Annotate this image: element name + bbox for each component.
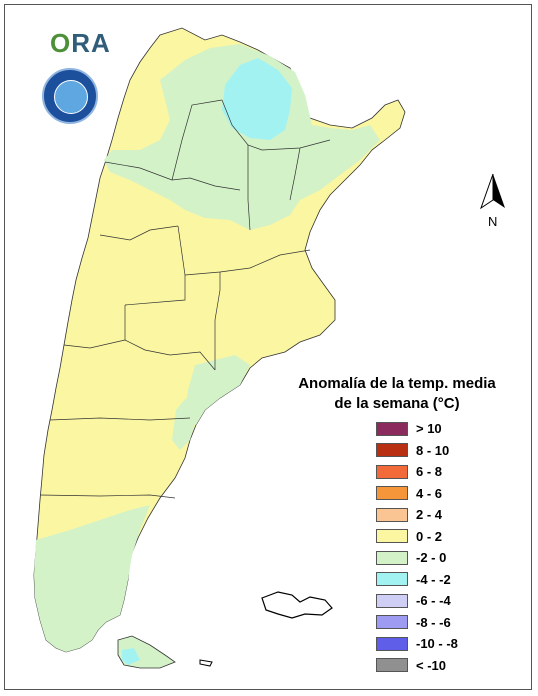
legend-label: 4 - 6 (416, 485, 443, 501)
ora-logo: ORA (50, 28, 111, 58)
legend-item: -8 - -6 (376, 612, 458, 634)
north-arrow-icon (480, 173, 505, 210)
legend-label: 8 - 10 (416, 442, 450, 458)
legend-item: -4 - -2 (376, 569, 458, 591)
legend-item: > 10 (376, 418, 458, 440)
legend-swatch (376, 550, 408, 565)
legend-swatch (376, 658, 408, 673)
legend-title: Anomalía de la temp. media de la semana … (292, 374, 502, 414)
legend-label: 2 - 4 (416, 507, 443, 523)
legend-label: < -10 (416, 657, 446, 673)
legend-swatch (376, 464, 408, 479)
legend-item: -2 - 0 (376, 547, 458, 569)
legend-item: -10 - -8 (376, 633, 458, 655)
legend-label: 6 - 8 (416, 464, 443, 480)
legend-title-line1: Anomalía de la temp. media (298, 375, 496, 392)
smn-seal-icon (42, 68, 98, 124)
legend-label: -8 - -6 (416, 614, 451, 630)
legend-item: 4 - 6 (376, 483, 458, 505)
legend: > 10 8 - 10 6 - 8 4 - 6 2 - 4 0 - 2 -2 - 0 -4 -… (376, 418, 458, 676)
legend-title-line2: de la semana (°C) (334, 395, 460, 412)
legend-item: -6 - -4 (376, 590, 458, 612)
legend-label: -2 - 0 (416, 550, 447, 566)
cold-zone-chaco (222, 58, 292, 140)
cool-zone-center (185, 355, 250, 425)
legend-item: 0 - 2 (376, 526, 458, 548)
legend-swatch (376, 443, 408, 458)
cool-zone-patagonia (34, 505, 150, 652)
tierra-del-fuego-cold (122, 648, 140, 665)
legend-label: -4 - -2 (416, 571, 451, 587)
cool-zone-east (172, 398, 196, 450)
legend-label: > 10 (416, 421, 442, 437)
legend-swatch (376, 507, 408, 522)
legend-label: -10 - -8 (416, 636, 458, 652)
legend-swatch (376, 486, 408, 501)
legend-swatch (376, 529, 408, 544)
legend-swatch (376, 593, 408, 608)
isla-small (199, 659, 213, 667)
legend-item: 6 - 8 (376, 461, 458, 483)
legend-swatch (376, 636, 408, 651)
legend-swatch (376, 421, 408, 436)
legend-swatch (376, 615, 408, 630)
north-label: N (488, 214, 498, 229)
province-borders (39, 99, 331, 499)
legend-item: < -10 (376, 655, 458, 677)
legend-label: 0 - 2 (416, 528, 443, 544)
legend-item: 8 - 10 (376, 440, 458, 462)
malvinas-islands (261, 591, 333, 619)
legend-swatch (376, 572, 408, 587)
legend-item: 2 - 4 (376, 504, 458, 526)
seal-center (54, 80, 88, 114)
legend-label: -6 - -4 (416, 593, 451, 609)
